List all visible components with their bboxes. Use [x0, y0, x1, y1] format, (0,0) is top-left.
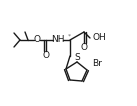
Text: O: O [42, 50, 49, 59]
Text: S: S [74, 52, 80, 61]
Text: O: O [34, 36, 41, 45]
Text: NH: NH [51, 36, 65, 45]
Text: *: * [67, 33, 71, 38]
Text: OH: OH [92, 33, 106, 43]
Text: O: O [81, 43, 88, 52]
Text: Br: Br [92, 59, 102, 68]
